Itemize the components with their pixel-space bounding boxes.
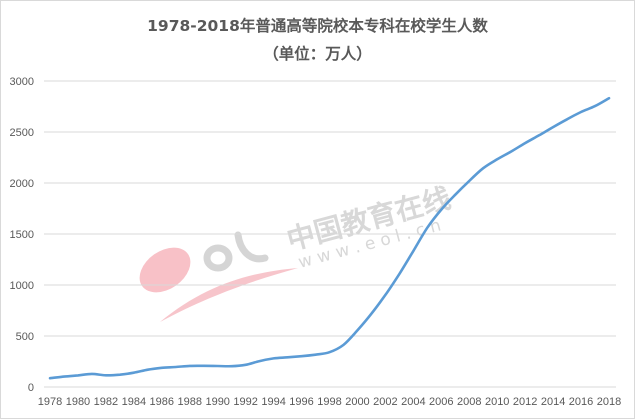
grid-lines <box>44 80 616 388</box>
x-tick-label: 2010 <box>485 396 509 408</box>
y-tick-label: 1500 <box>10 229 34 241</box>
x-axis-ticks: 1978 1980 1982 1984 1986 1988 1990 1992 1994 1996… <box>38 396 621 408</box>
enrollment-line <box>48 96 611 380</box>
x-tick-label: 1990 <box>205 396 229 408</box>
y-tick-label: 2500 <box>10 127 34 139</box>
y-tick-label: 1000 <box>10 280 34 292</box>
x-tick-label: 2000 <box>345 396 369 408</box>
y-axis-ticks: 0 500 1000 1500 2000 2500 3000 <box>10 76 34 394</box>
x-tick-label: 1988 <box>178 396 202 408</box>
x-tick-label: 2018 <box>597 396 621 408</box>
x-tick-label: 1982 <box>94 396 118 408</box>
x-tick-label: 1998 <box>317 396 341 408</box>
x-tick-label: 1996 <box>289 396 313 408</box>
x-tick-label: 1992 <box>233 396 257 408</box>
x-tick-label: 1980 <box>66 396 90 408</box>
x-tick-label: 2008 <box>457 396 481 408</box>
chart-title: 1978-2018年普通高等院校本专科在校学生人数 <box>147 17 488 35</box>
x-tick-label: 1986 <box>150 396 174 408</box>
x-tick-label: 2012 <box>513 396 537 408</box>
x-tick-label: 1984 <box>122 396 146 408</box>
eol-logo-l-icon <box>234 231 269 263</box>
x-tick-label: 2004 <box>401 396 425 408</box>
y-tick-label: 0 <box>28 382 34 394</box>
x-tick-label: 2016 <box>569 396 593 408</box>
eol-logo-o-icon <box>203 244 233 272</box>
x-tick-label: 1994 <box>261 396 285 408</box>
x-tick-label: 2002 <box>373 396 397 408</box>
chart-subtitle-unit: （单位：万人） <box>263 45 372 63</box>
y-tick-label: 2000 <box>10 178 34 190</box>
x-tick-label: 2014 <box>541 396 565 408</box>
y-tick-label: 500 <box>16 331 34 343</box>
y-tick-label: 3000 <box>10 76 34 88</box>
eol-logo-e-icon <box>139 247 191 293</box>
x-tick-label: 2006 <box>429 396 453 408</box>
x-tick-label: 1978 <box>38 396 62 408</box>
eol-watermark: 中国教育在线 w w w . e o l . c n <box>139 181 454 322</box>
